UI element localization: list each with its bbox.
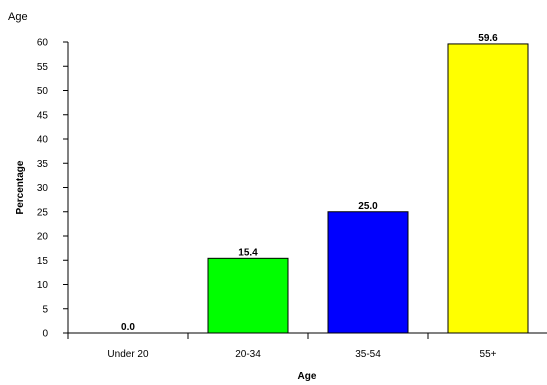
bars: [207, 43, 529, 334]
value-label: 15.4: [238, 247, 258, 258]
x-tick-label: 55+: [480, 349, 497, 360]
x-tick-label: Under 20: [107, 349, 149, 360]
bar-35-54: [327, 211, 409, 334]
y-tick-label: 25: [37, 207, 49, 218]
value-labels: 0.0 15.4 25.0 59.6: [121, 33, 498, 333]
y-tick-label: 45: [37, 110, 49, 121]
y-tick-label: 15: [37, 256, 49, 267]
y-tick-label: 40: [37, 135, 49, 146]
x-tick-label: 35-54: [355, 349, 381, 360]
y-axis-title: Percentage: [15, 160, 26, 214]
x-axis-title: Age: [298, 371, 317, 382]
y-tick-label: 35: [37, 159, 49, 170]
y-tick-label: 0: [42, 329, 48, 340]
y-tick-label: 55: [37, 62, 49, 73]
y-tick-label: 50: [37, 86, 49, 97]
bar-20-34: [207, 257, 289, 334]
value-label: 25.0: [358, 201, 378, 212]
bar-55-: [447, 43, 529, 334]
x-tick-label: 20-34: [235, 349, 261, 360]
y-tick-label: 5: [42, 304, 48, 315]
x-axis: Under 20 20-34 35-54 55+: [67, 332, 547, 360]
y-axis: 0 5 10 15 20 25 30 35 40 45 50 55 60: [37, 38, 69, 340]
y-tick-label: 30: [37, 183, 49, 194]
value-label: 59.6: [478, 33, 498, 44]
y-tick-label: 20: [37, 232, 49, 243]
value-label: 0.0: [121, 322, 135, 333]
y-tick-label: 60: [37, 38, 49, 49]
y-tick-label: 10: [37, 280, 49, 291]
chart-title: Age: [8, 11, 28, 23]
